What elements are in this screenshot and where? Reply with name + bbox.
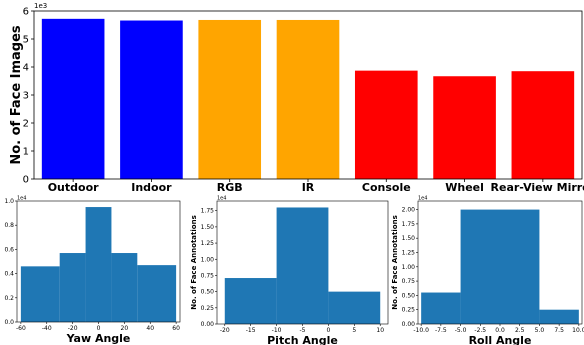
y-tick-label: 1 [23, 147, 29, 158]
x-axis-title: Roll Angle [469, 334, 532, 345]
histogram-bar [20, 266, 60, 322]
histogram-bar [328, 291, 381, 324]
y-tick-label: 5 [23, 35, 29, 46]
histogram-bar [276, 207, 329, 324]
plot-frame [417, 200, 583, 325]
roll-histogram: -10.0 -7.5 -5.0 -2.5 0.0 2.5 5.0 7.5 10.0 0.00 0.2… [391, 196, 584, 345]
x-tick-label: 5.0 [535, 327, 545, 334]
y-axis-title: No. of Face Annotations [391, 215, 399, 309]
x-tick-label: -40 [42, 325, 52, 332]
y-tick-label: 1.0 [4, 198, 14, 205]
bar-rear-view-mirror [511, 71, 575, 179]
x-tick-label: -5.0 [455, 327, 467, 334]
bar-ir [276, 19, 340, 180]
x-tick-label: 0 [326, 327, 330, 334]
x-tick-label: 40 [146, 325, 154, 332]
bar-console [354, 70, 418, 179]
x-tick-label: 2.5 [515, 327, 525, 334]
y-tick-label: 0.50 [402, 292, 416, 299]
x-tick-label: IR [302, 181, 315, 194]
y-exponent-label: 1e4 [217, 196, 226, 202]
x-tick-label: -10.0 [413, 327, 429, 334]
y-tick-label: 1.25 [402, 249, 416, 256]
y-tick-label: 0.4 [4, 271, 14, 278]
y-axis-title: No. of Face Annotations [190, 215, 198, 309]
x-tick-label: 10.0 [572, 327, 584, 334]
x-tick-label: -5 [300, 327, 306, 334]
y-tick-label: 0.50 [201, 289, 215, 296]
yaw-histogram: -60 -40 -20 0 20 40 60 0.0 0.2 0.4 0.6 0.8 1.0 1e4 Yaw… [4, 196, 181, 345]
bar-rgb [198, 19, 262, 180]
x-tick-label: -7.5 [435, 327, 447, 334]
histogram-bar [111, 253, 138, 322]
y-tick-label: 1.75 [402, 221, 416, 228]
x-tick-label: 60 [172, 325, 180, 332]
y-tick-label: 0.75 [201, 272, 215, 279]
y-tick-label: 0.8 [4, 222, 14, 229]
x-tick-label: -20 [68, 325, 78, 332]
x-tick-label: -10 [272, 327, 282, 334]
plot-frame [33, 10, 583, 180]
x-tick-label: 0.0 [495, 327, 505, 334]
plot-frame [216, 200, 389, 325]
x-tick-label: 20 [121, 325, 129, 332]
pitch-histogram: -20 -15 -10 -5 0 5 10 0.00 0.25 0.50 0.75 1.00 1.25 1… [190, 196, 389, 345]
y-tick-label: 6 [23, 7, 29, 18]
x-tick-label: -20 [220, 327, 230, 334]
y-axis-title: No. of Face Images [9, 25, 24, 165]
histogram-bar [224, 278, 277, 324]
x-tick-label: -15 [246, 327, 256, 334]
histogram-bar [59, 253, 86, 322]
bar-outdoor [41, 18, 105, 180]
y-tick-label: 3 [23, 91, 29, 102]
x-tick-label: Indoor [131, 181, 172, 194]
y-tick-label: 1.75 [201, 208, 215, 215]
histogram-bar [460, 209, 540, 324]
x-tick-label: Rear-View Mirror [491, 181, 584, 194]
x-tick-label: 10 [376, 327, 384, 334]
y-tick-label: 0.0 [4, 319, 14, 326]
y-tick-label: 1.50 [201, 224, 215, 231]
histogram-bar [421, 292, 461, 324]
y-exponent-label: 1e4 [418, 196, 427, 202]
plot-frame [16, 200, 181, 323]
x-tick-label: 7.5 [554, 327, 564, 334]
x-tick-label: -2.5 [474, 327, 486, 334]
histogram-bar [539, 309, 579, 324]
histogram-bar [85, 207, 112, 322]
y-tick-label: 0.00 [201, 321, 215, 328]
x-axis-title: Pitch Angle [267, 334, 338, 345]
y-tick-label: 1.50 [402, 235, 416, 242]
y-tick-label: 4 [23, 63, 29, 74]
y-tick-label: 1.25 [201, 240, 215, 247]
x-tick-label: 0 [97, 325, 101, 332]
histogram-bar [137, 265, 177, 322]
x-tick-label: Outdoor [48, 181, 99, 194]
bar-wheel [433, 76, 496, 179]
x-tick-label: Wheel [445, 181, 484, 194]
y-tick-label: 1.00 [201, 256, 215, 263]
y-tick-label: 0.00 [402, 321, 416, 328]
y-tick-label: 0 [23, 175, 29, 186]
x-tick-label: 5 [352, 327, 356, 334]
y-tick-label: 2.00 [402, 207, 416, 214]
x-axis-title: Yaw Angle [66, 332, 131, 345]
x-tick-label: -60 [16, 325, 26, 332]
y-tick-label: 0.2 [4, 295, 14, 302]
y-tick-label: 0.75 [402, 278, 416, 285]
x-tick-label: Console [362, 181, 411, 194]
main-bar-chart: Outdoor Indoor RGB IR Console Wheel Rear-View … [9, 2, 584, 194]
y-tick-label: 0.25 [402, 307, 416, 314]
y-exponent-label: 1e4 [17, 196, 26, 202]
y-tick-label: 2 [23, 119, 29, 130]
y-tick-label: 0.25 [201, 305, 215, 312]
y-tick-label: 1.00 [402, 264, 416, 271]
bar-indoor [120, 20, 183, 179]
y-exponent-label: 1e3 [34, 2, 47, 10]
y-tick-label: 0.6 [4, 246, 14, 253]
x-tick-label: RGB [217, 181, 243, 194]
